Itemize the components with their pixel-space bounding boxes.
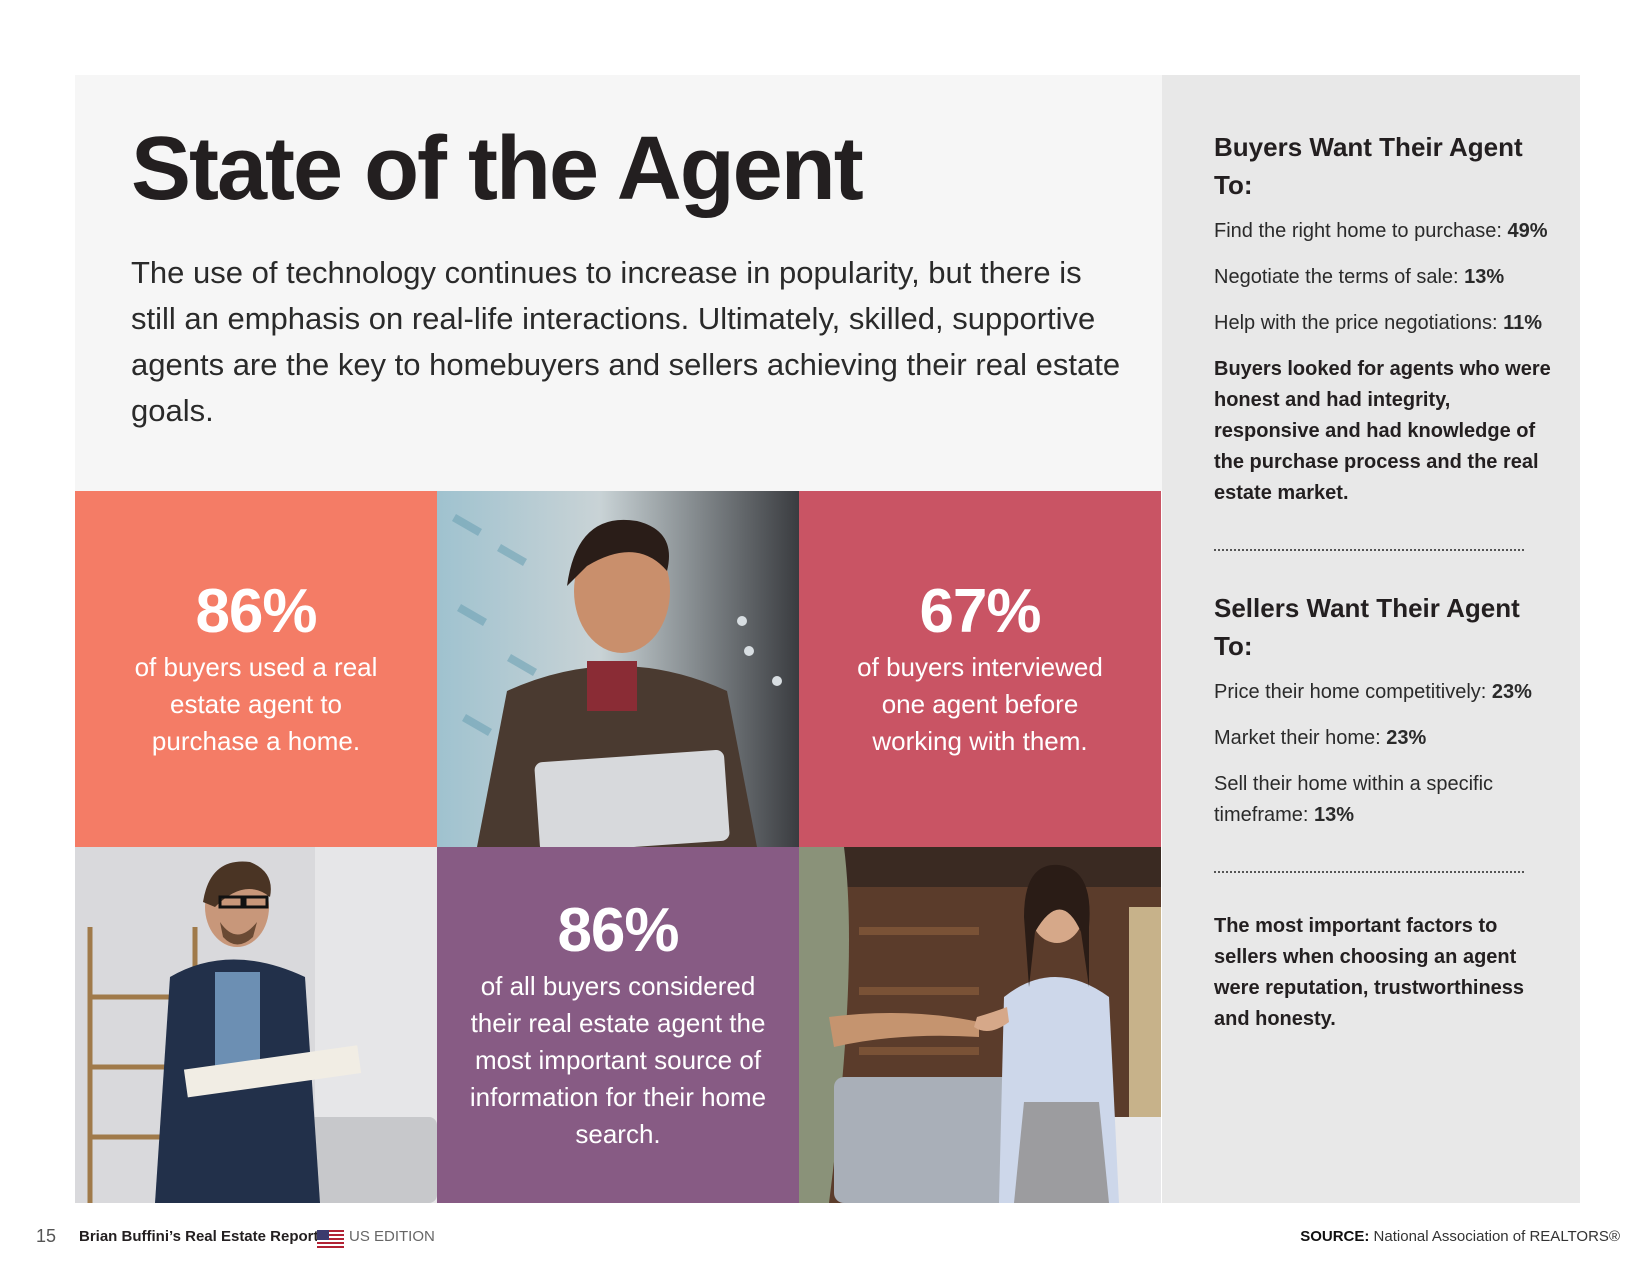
stat-tile-buyers-used-agent: 86% of buyers used a real estate agent t… [75, 491, 437, 847]
sidebar-panel [1162, 75, 1580, 1203]
sidebar-content: Buyers Want Their Agent To: Find the rig… [1214, 128, 1554, 1035]
item-label: Sell their home within a specific timefr… [1214, 773, 1494, 826]
item-value: 13% [1314, 804, 1355, 826]
stat-tile-buyers-interviewed-agent: 67% of buyers interviewed one agent befo… [799, 491, 1161, 847]
dotted-divider [1214, 549, 1524, 551]
stat-value: 86% [195, 576, 317, 646]
item-value: 23% [1491, 681, 1532, 703]
intro-paragraph: The use of technology continues to incre… [131, 255, 1121, 428]
stat-value: 86% [557, 895, 679, 965]
stat-value: 67% [919, 576, 1041, 646]
page-number: 15 [36, 1226, 57, 1246]
report-name: Brian Buffini’s Real Estate Report [79, 1228, 319, 1245]
item-value: 11% [1503, 312, 1542, 334]
sellers-item: Sell their home within a specific timefr… [1214, 769, 1554, 831]
man-with-notebook-photo [75, 847, 437, 1203]
sellers-note: The most important factors to sellers wh… [1214, 915, 1525, 1030]
sellers-heading: Sellers Want Their Agent To: [1214, 593, 1520, 661]
stat-description: of buyers used a real estate agent to pu… [134, 651, 378, 756]
edition-label: US EDITION [349, 1228, 435, 1245]
item-value: 23% [1386, 727, 1427, 749]
sellers-item: Market their home: 23% [1214, 723, 1554, 754]
stat-description: of all buyers considered their real esta… [469, 970, 767, 1149]
source-credit: SOURCE: National Association of REALTORS… [1300, 1228, 1620, 1245]
item-label: Market their home: [1214, 727, 1381, 749]
main-panel [75, 75, 1162, 491]
handshake-photo [799, 847, 1161, 1203]
item-value: 49% [1507, 220, 1548, 242]
buyers-item: Find the right home to purchase: 49% [1214, 216, 1554, 247]
source-value: National Association of REALTORS® [1373, 1228, 1620, 1245]
stat-description: of buyers interviewed one agent before w… [857, 651, 1103, 756]
sellers-item: Price their home competitively: 23% [1214, 677, 1554, 708]
item-value: 13% [1464, 266, 1505, 288]
buyers-heading: Buyers Want Their Agent To: [1214, 132, 1523, 200]
item-label: Find the right home to purchase: [1214, 220, 1502, 242]
page-title: State of the Agent [131, 119, 864, 219]
item-label: Negotiate the terms of sale: [1214, 266, 1459, 288]
item-label: Price their home competitively: [1214, 681, 1487, 703]
woman-with-tablet-photo [437, 491, 799, 847]
stat-tile-buyers-important-source: 86% of all buyers considered their real … [437, 847, 799, 1203]
buyers-item: Negotiate the terms of sale: 13% [1214, 262, 1554, 293]
source-label: SOURCE: [1300, 1228, 1370, 1245]
buyers-note: Buyers looked for agents who were honest… [1214, 358, 1551, 504]
item-label: Help with the price negotiations: [1214, 312, 1498, 334]
us-flag-icon [317, 1230, 344, 1248]
dotted-divider [1214, 871, 1524, 873]
buyers-item: Help with the price negotiations: 11% [1214, 308, 1554, 339]
